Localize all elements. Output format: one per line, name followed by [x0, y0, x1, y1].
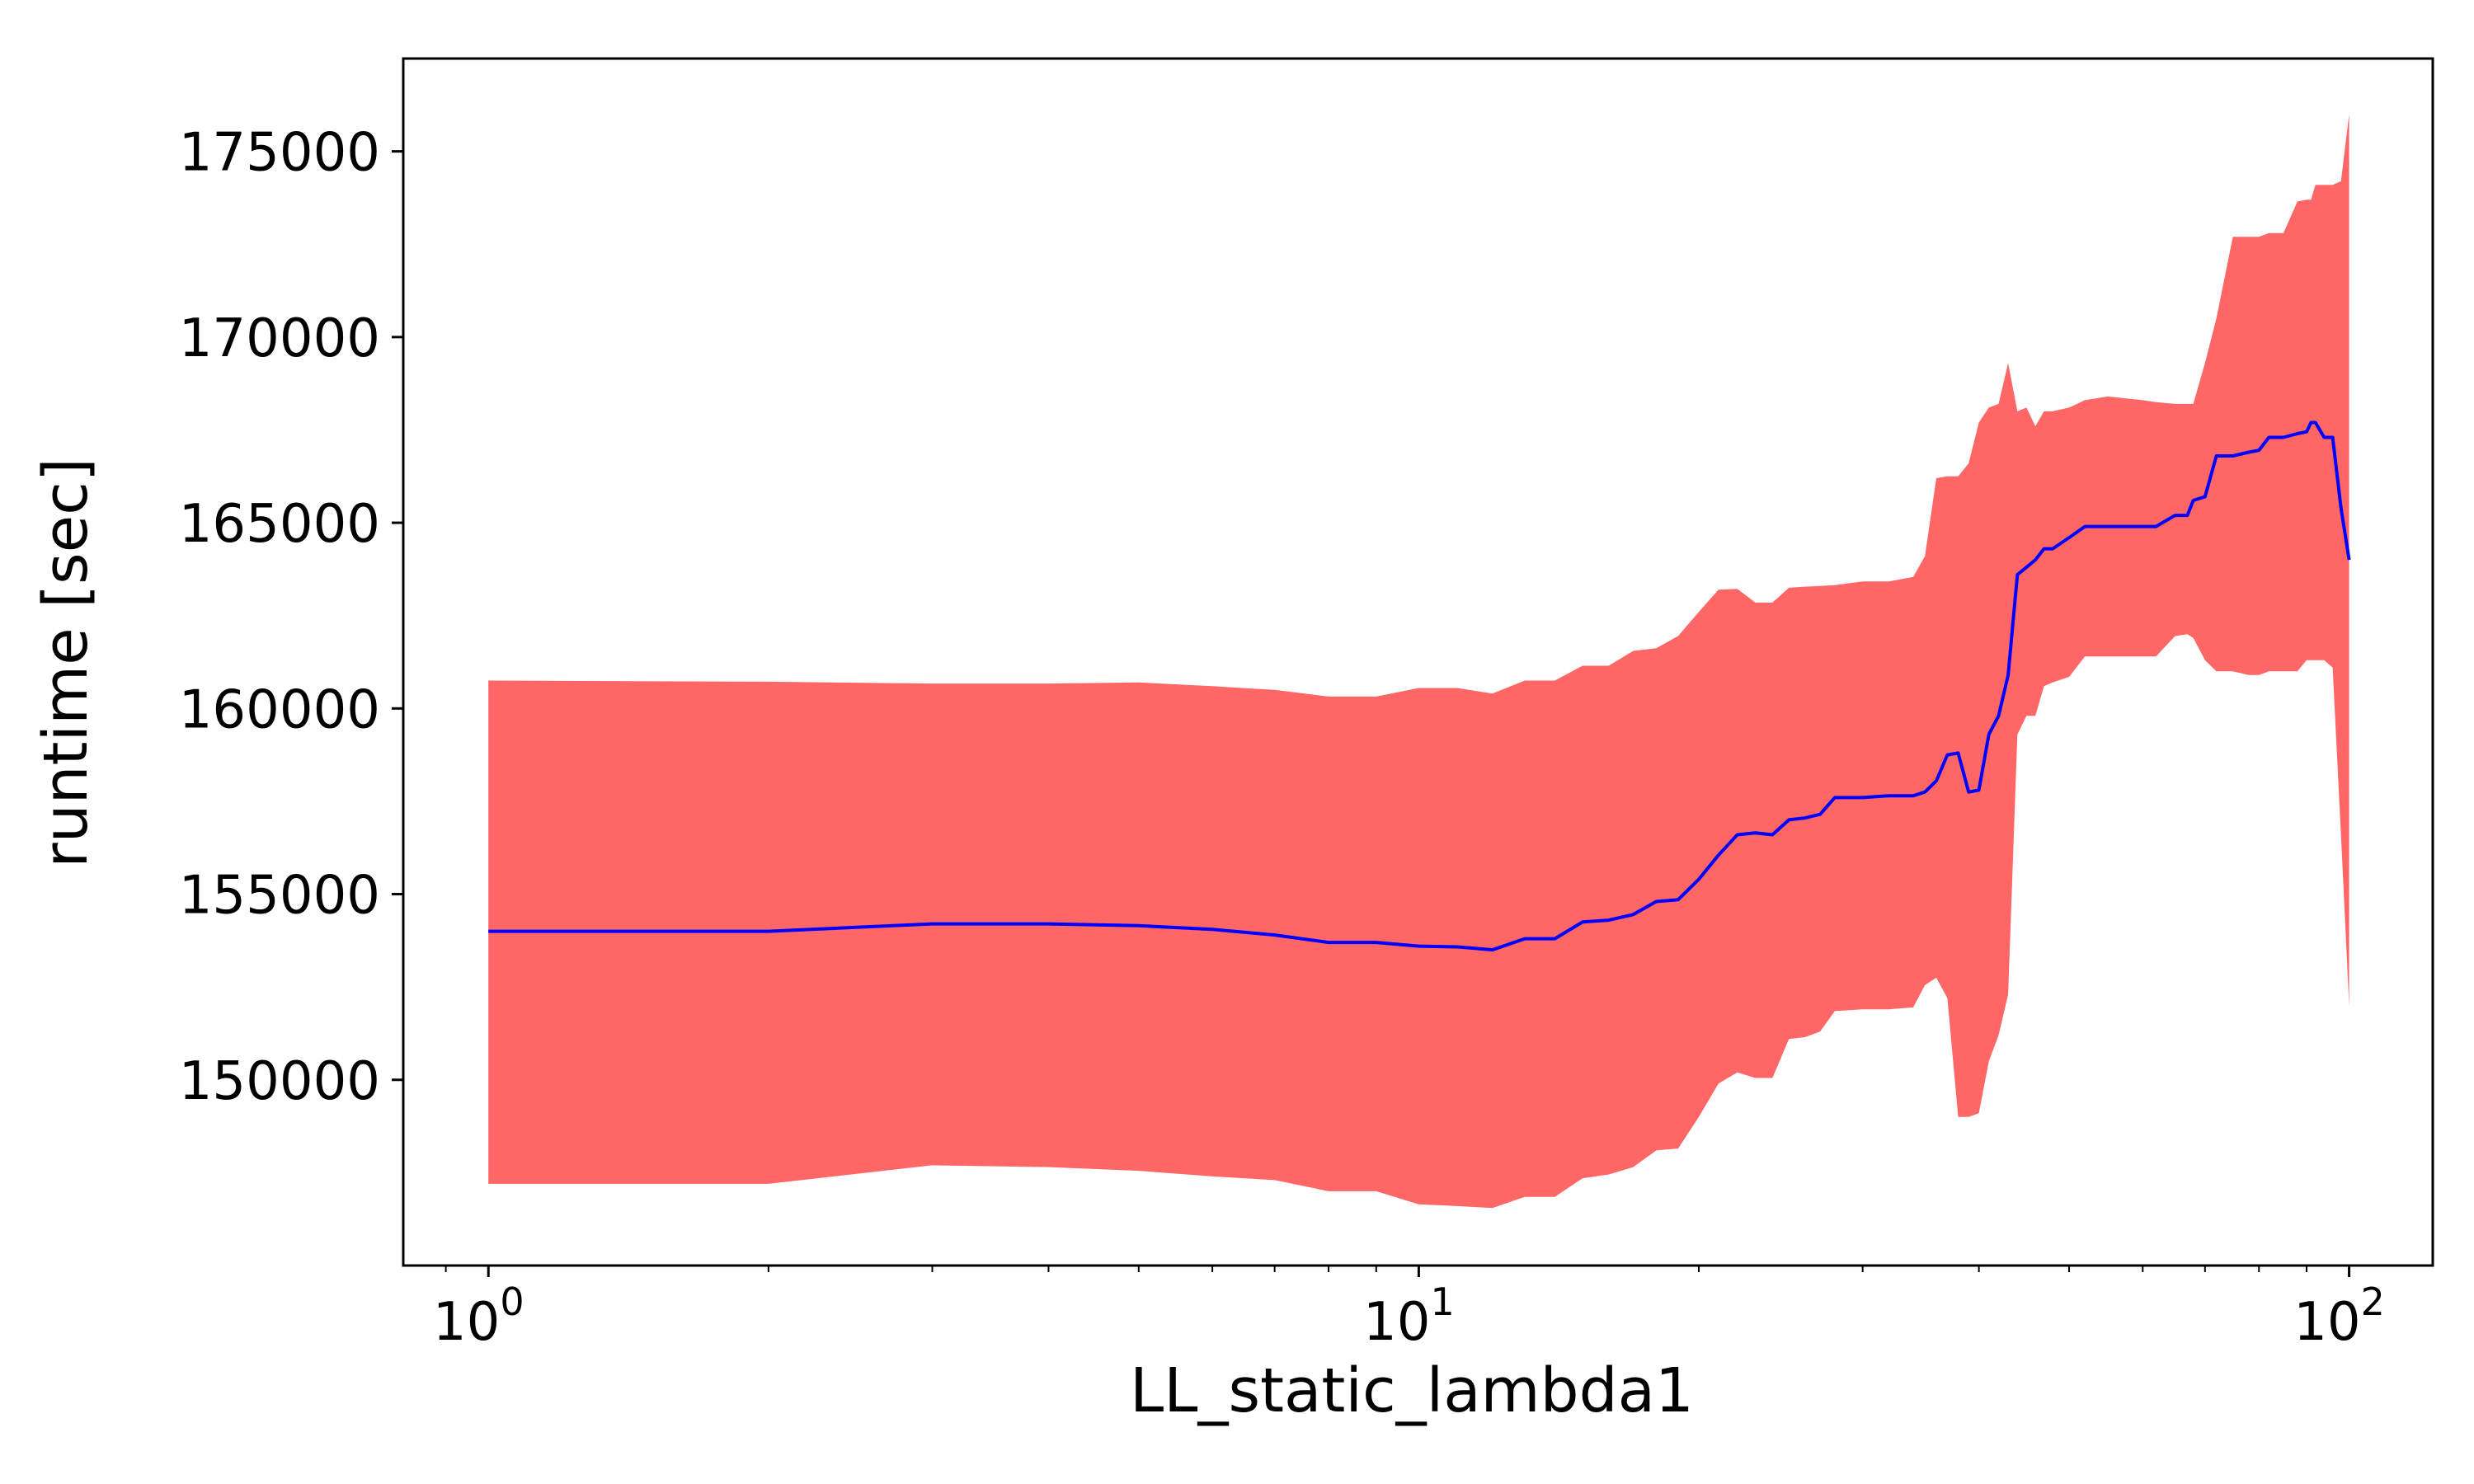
x-tick-label: 102: [2293, 1280, 2385, 1353]
y-tick-label: 165000: [179, 494, 380, 555]
std-band: [488, 114, 2349, 1209]
y-tick-label: 170000: [179, 308, 380, 369]
y-tick-label: 175000: [179, 123, 380, 184]
y-axis-label: runtime [sec]: [31, 458, 101, 867]
x-tick-label: 101: [1363, 1280, 1455, 1353]
mean-line: [488, 420, 2351, 952]
x-tick-label: 100: [433, 1280, 524, 1353]
y-tick-label: 155000: [179, 866, 380, 927]
x-axis-label: LL_static_lambda1: [1130, 1355, 1694, 1426]
y-tick-label: 150000: [179, 1051, 380, 1112]
y-tick-label: 160000: [179, 679, 380, 740]
